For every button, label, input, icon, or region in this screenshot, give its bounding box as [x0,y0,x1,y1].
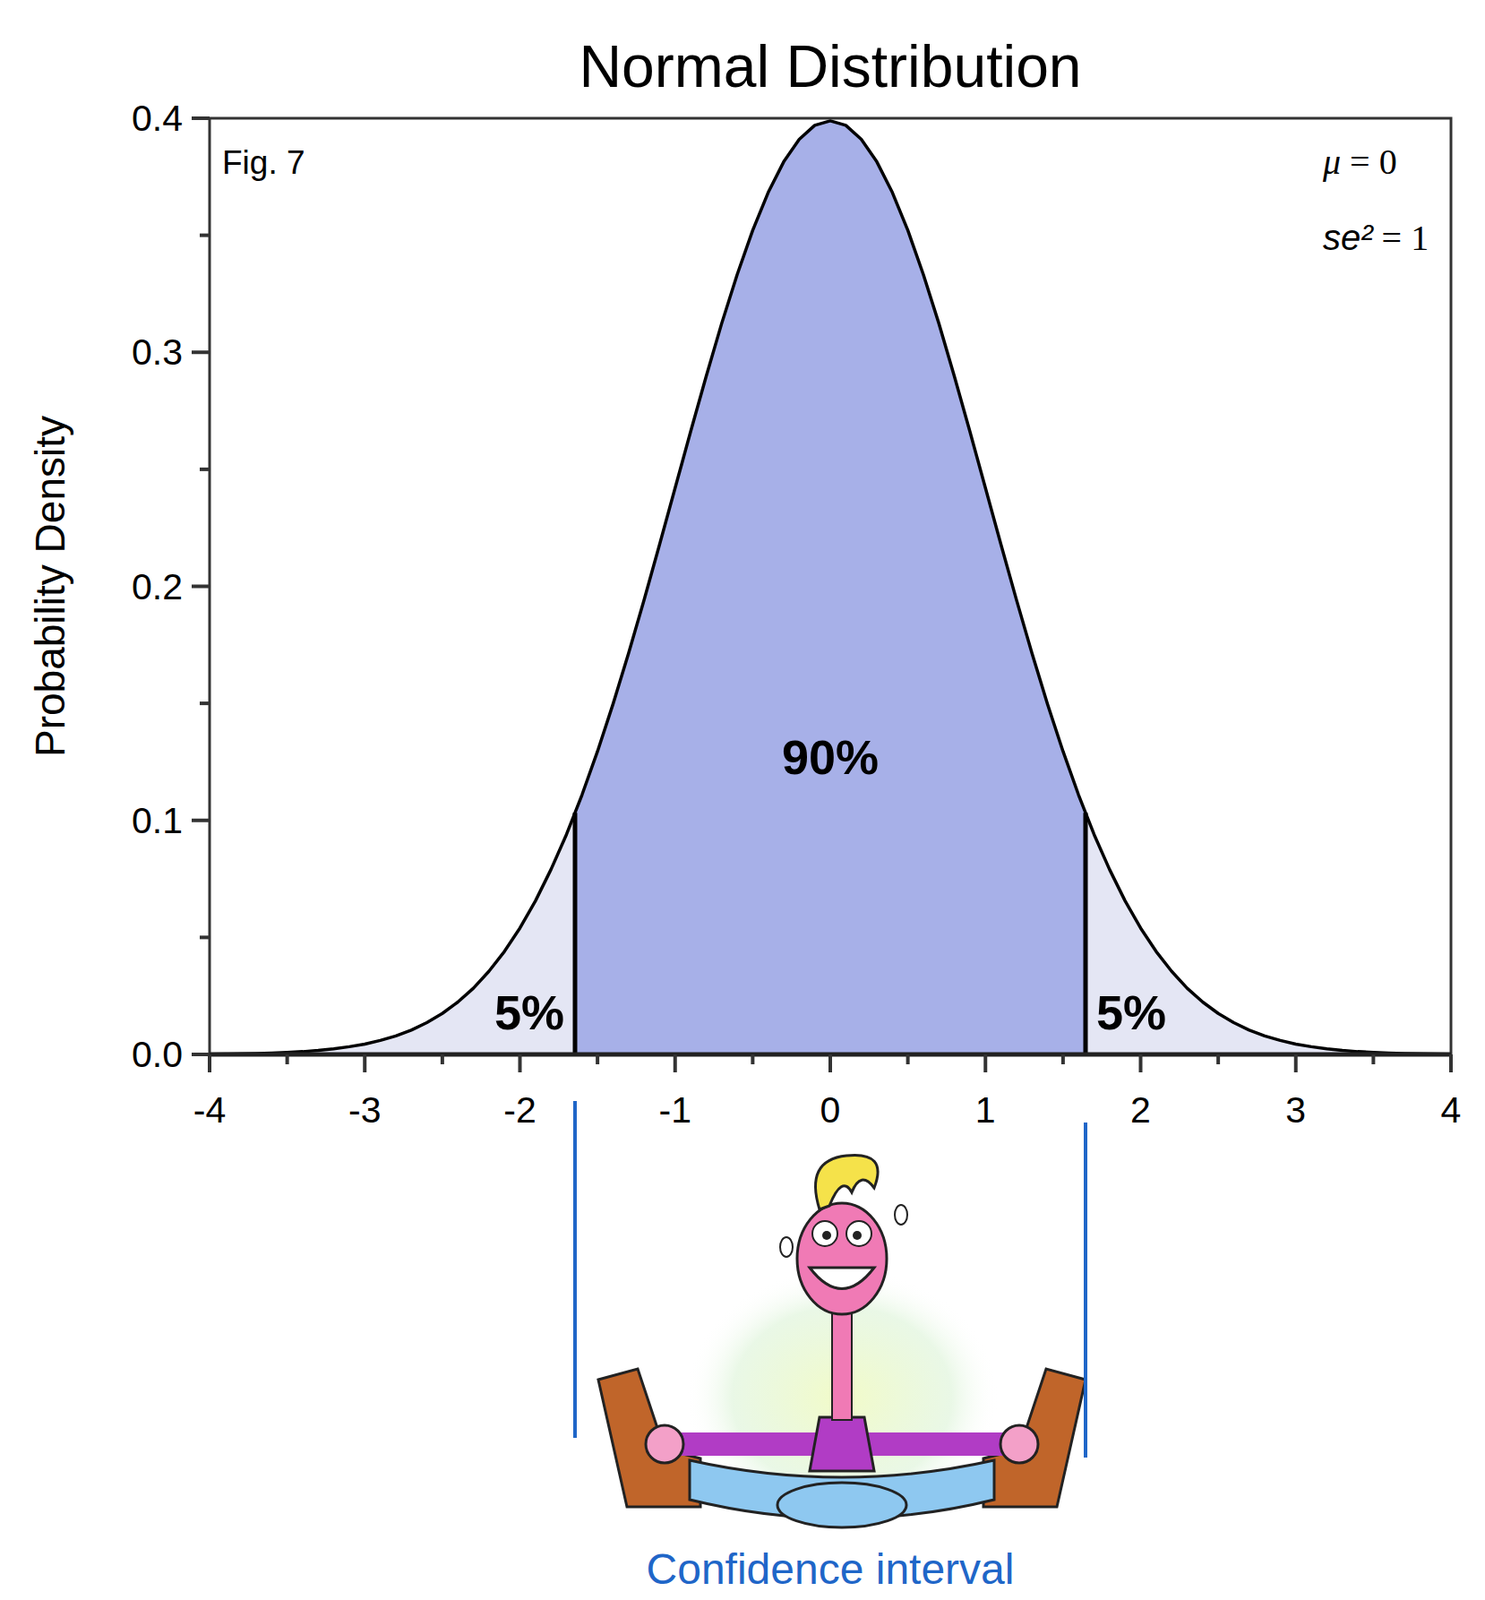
y-tick [191,818,210,823]
x-tick [1294,1054,1298,1073]
parameter-value: = 0 [1340,141,1398,182]
head [797,1202,887,1314]
y-tick [191,350,210,354]
grin [809,1267,875,1289]
pupil [822,1230,832,1240]
y-tick-label: 0.4 [131,97,183,139]
region-label: 90% [781,729,879,784]
y-minor-tick [199,701,210,705]
y-tick-label: 0.3 [131,331,183,373]
interval-bracket [573,1100,577,1438]
x-tick-label: -2 [503,1089,536,1131]
eye [846,1220,872,1246]
title: Normal Distribution [578,33,1082,100]
pupil [852,1230,862,1240]
plot-area [209,120,1451,1055]
region [575,120,1086,1055]
x-tick-label: -4 [193,1089,226,1131]
x-tick [1449,1054,1453,1073]
sweat-drop [894,1204,908,1225]
interval-label: Confidence interval [646,1545,1015,1593]
x-minor-tick [1061,1054,1065,1065]
sweat-drop [780,1236,793,1257]
x-tick-label: -1 [659,1089,692,1131]
y-axis-title: Probability Density [26,415,74,757]
hand [1000,1424,1039,1463]
x-minor-tick [440,1054,445,1065]
region-label: 5% [494,985,565,1039]
parameter-symbol: se² [1322,217,1374,258]
y-minor-tick [199,935,210,939]
x-minor-tick [1216,1054,1220,1065]
y-tick-label: 0.1 [131,799,183,842]
y-minor-tick [199,467,210,472]
x-tick [1139,1054,1143,1073]
x-tick-label: 4 [1441,1089,1462,1131]
parameter: μ = 0 [1321,141,1398,182]
x-tick [207,1054,212,1073]
x-tick-label: 0 [820,1089,842,1131]
cutoff-line [1082,812,1088,1055]
chart: Normal Distribution -4 -3 -2 -1 0 1 2 3 4 0.0 0.1 0.… [0,0,1485,1600]
region-label: 5% [1096,985,1167,1039]
x-minor-tick [595,1054,600,1065]
x-tick-label: 3 [1285,1089,1306,1131]
x-tick [518,1054,523,1073]
y-minor-tick [199,233,210,238]
x-tick-label: 1 [975,1089,996,1131]
frame [209,118,1451,1055]
region [209,812,576,1055]
y-tick [191,1052,210,1056]
y-tick [191,584,210,589]
neck [832,1303,852,1420]
hand [645,1424,684,1463]
interval-bracket [1083,1122,1088,1458]
x-tick-label: -3 [348,1089,381,1131]
x-minor-tick [1371,1054,1375,1065]
x-tick-label: 2 [1130,1089,1151,1131]
x-tick [828,1054,833,1073]
x-minor-tick [906,1054,910,1065]
y-tick-label: 0.0 [131,1033,183,1075]
figure-label: Fig. 7 [222,144,306,181]
x-minor-tick [750,1054,755,1065]
jeans-seat [777,1482,907,1528]
eye [812,1220,838,1246]
x-minor-tick [285,1054,290,1065]
region [1085,812,1451,1055]
hair [815,1154,878,1210]
cutoff-line [573,812,578,1055]
y-tick [191,116,210,121]
x-tick [673,1054,678,1073]
y-tick-label: 0.2 [131,566,183,608]
parameter: se² = 1 [1322,217,1429,258]
cartoon [598,1154,1086,1528]
torso [809,1416,875,1471]
parameter-value: = 1 [1373,217,1430,258]
parameter-symbol: μ [1321,141,1341,182]
density-curve [209,120,1451,1055]
x-tick [983,1054,988,1073]
x-tick [362,1054,367,1073]
